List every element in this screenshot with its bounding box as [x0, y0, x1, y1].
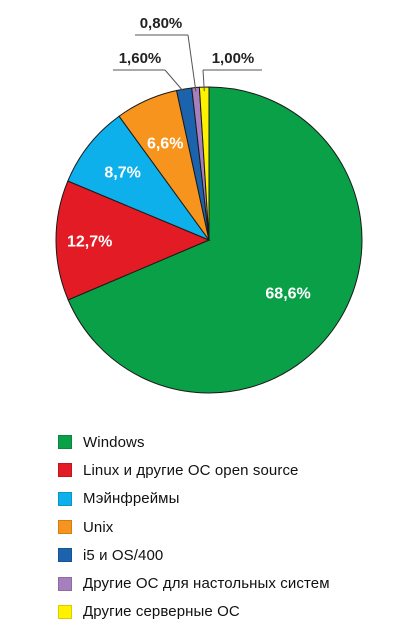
data-label-3: 8,7%: [104, 165, 140, 182]
data-label-2: 12,7%: [67, 233, 112, 250]
data-label-6: 0,80%: [140, 15, 183, 32]
legend-label: Windows: [83, 433, 145, 451]
legend: Windows Linux и другие ОС open source Мэйн…: [58, 428, 330, 626]
data-label-1: 68,6%: [265, 285, 310, 302]
legend-swatch: [58, 491, 72, 506]
callout-leader-7: [202, 69, 205, 92]
legend-label: Другие серверные ОС: [83, 603, 240, 621]
legend-item-6: Другие ОС для настольных систем: [58, 569, 330, 597]
pie-slice-2: [55, 180, 211, 301]
pie-slice-1: [67, 86, 363, 394]
legend-item-1: Windows: [58, 428, 330, 456]
legend-item-3: Мэйнфреймы: [58, 485, 330, 513]
legend-swatch: [58, 463, 72, 478]
legend-label: Другие ОС для настольных систем: [83, 575, 330, 593]
legend-item-2: Linux и другие ОС open source: [58, 456, 330, 484]
legend-label: i5 и OS/400: [83, 546, 164, 564]
legend-item-4: Unix: [58, 513, 330, 541]
legend-swatch: [58, 576, 72, 591]
callout-leader-5: [164, 69, 186, 94]
data-label-5: 1,60%: [119, 50, 162, 67]
data-label-7: 1,00%: [212, 50, 255, 67]
legend-item-7: Другие серверные ОС: [58, 598, 330, 626]
legend-swatch: [58, 548, 72, 563]
legend-swatch: [58, 435, 72, 450]
pie-chart: 68,6% 12,7% 8,7% 6,6% 1,60% 0,80% 1,00%: [55, 15, 363, 394]
legend-swatch: [58, 604, 72, 619]
legend-swatch: [58, 520, 72, 535]
legend-item-5: i5 и OS/400: [58, 541, 330, 569]
legend-label: Unix: [83, 518, 114, 536]
legend-label: Мэйнфреймы: [83, 490, 180, 508]
data-label-4: 6,6%: [147, 135, 183, 152]
legend-label: Linux и другие ОС open source: [83, 461, 299, 479]
callout-leader-6: [187, 34, 197, 92]
pie-slice-3: [67, 115, 211, 242]
